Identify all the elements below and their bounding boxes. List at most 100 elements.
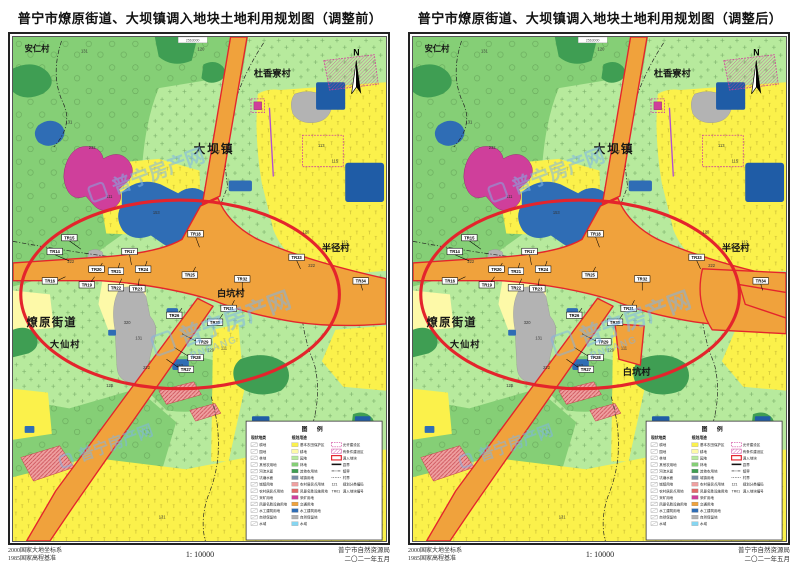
plot-label-TR23: TR23	[528, 278, 545, 292]
svg-text:TR17: TR17	[124, 249, 135, 254]
plot-label-TR26: TR26	[565, 307, 582, 319]
legend-item: 交通用地	[300, 501, 314, 506]
svg-text:TR14: TR14	[49, 249, 60, 254]
svg-text:TR30: TR30	[609, 319, 620, 324]
land-code: 131	[135, 335, 143, 340]
legend-item: 交通用地	[700, 501, 714, 506]
legend-item: 基本农田保护区	[300, 442, 325, 447]
legend-item: 林地	[659, 455, 666, 460]
legend-item: 自然保留地	[259, 514, 277, 519]
plot-label-TR20: TR20	[487, 262, 505, 273]
plot-label-TR27: TR27	[565, 358, 594, 373]
svg-text:TR31: TR31	[623, 306, 634, 311]
svg-text:TR28: TR28	[590, 355, 601, 360]
svg-text:TR26: TR26	[569, 312, 580, 317]
legend-item: 村界	[342, 475, 349, 480]
plot-label-TR34: TR34	[752, 276, 769, 291]
legend-item: 采矿用地	[300, 494, 314, 499]
legend-item: 水工建筑用地	[700, 507, 721, 512]
legend-item: 其他农用地	[659, 461, 677, 466]
village-label: 大坝镇	[593, 141, 634, 155]
map-footer-after: 2000国家大地坐标系 1985国家高程基准 1: 10000 普宁市自然资源局二…	[408, 547, 790, 565]
boundary-lines	[12, 40, 318, 541]
legend-item: 风景名胜设施用地	[259, 501, 287, 506]
legend-item: 水域	[300, 521, 307, 526]
scale-label: 1: 10000	[185, 550, 215, 559]
land-code: 113	[718, 143, 725, 148]
land-code: 153	[576, 363, 584, 368]
village-label: 白坑村	[622, 365, 650, 377]
map-frame-after: 2563000 N 图 例现状地类 规划用途 耕地 园地 林地 其他农用地 河流水面 坑塘水面…	[408, 32, 790, 545]
legend-item: 园地	[259, 448, 266, 453]
legend-item: 规划分类编码	[742, 481, 763, 486]
rural-construction-zones	[419, 381, 621, 481]
agency-note: 普宁市自然资源局 二〇二一年五月	[338, 547, 390, 563]
svg-text:TR25: TR25	[584, 272, 595, 277]
plot-label-TR25: TR25	[181, 266, 198, 278]
legend-item: 镇界	[342, 468, 349, 473]
forest-zones	[12, 36, 374, 434]
plot-label-TR17: TR17	[521, 247, 538, 265]
plot-label-TR19: TR19	[78, 276, 95, 288]
legend-item: 园地	[300, 455, 307, 460]
plot-label-TR22: TR22	[107, 278, 124, 291]
land-code: 120	[506, 382, 514, 387]
datum-note: 2000国家大地坐标系 1985国家高程基准	[408, 548, 463, 563]
plot-label-TR28: TR28	[573, 346, 604, 361]
land-code: 111	[506, 194, 513, 199]
zoning-outlines	[650, 53, 779, 177]
svg-text:TR19: TR19	[81, 282, 92, 287]
legend-item: 自然保留地	[300, 514, 318, 519]
legend-item: 水工建筑用地	[659, 507, 680, 512]
legend-item: 林地	[259, 455, 266, 460]
svg-text:121: 121	[331, 482, 337, 486]
svg-text:TR32: TR32	[637, 276, 648, 281]
village-label: 半径村	[721, 242, 749, 254]
plot-label-TR16: TR16	[41, 275, 66, 284]
legend-item: 采矿用地	[259, 494, 273, 499]
legend-item: 林地	[700, 461, 707, 466]
land-code: 222	[213, 148, 221, 153]
svg-text:TR29: TR29	[598, 339, 609, 344]
road-network	[12, 36, 386, 541]
legend-item: 农村居民点用地	[700, 481, 725, 486]
land-code: 222	[708, 262, 716, 267]
village-label: 白坑村	[216, 287, 244, 299]
legend-item: 自然保留地	[700, 514, 718, 519]
svg-text:TR31: TR31	[223, 306, 234, 311]
plot-label-TR33: TR33	[688, 253, 705, 269]
plot-label-TR14: TR14	[46, 247, 69, 261]
svg-text:TR19: TR19	[481, 282, 492, 287]
land-code: 115	[331, 158, 338, 163]
plot-label-TR28: TR28	[173, 346, 204, 361]
plot-label-TR32: TR32	[633, 274, 650, 290]
land-code: 131	[465, 119, 473, 124]
svg-text:TR32: TR32	[237, 276, 248, 281]
map-footer-before: 2000国家大地坐标系 1985国家高程基准 1: 10000 普宁市自然资源局二…	[8, 547, 390, 565]
forest-zones	[412, 36, 774, 434]
plot-label-TR32: TR32	[233, 274, 250, 290]
land-code: 112	[341, 239, 348, 244]
scale-label: 1: 10000	[585, 550, 615, 559]
map-title-before: 普宁市燎原街道、大坝镇调入地块土地利用规划图（调整前）	[17, 11, 383, 26]
plot-label-TR26: TR26	[165, 307, 182, 319]
legend-item: 县界	[742, 461, 749, 466]
legend-item: 水工建筑用地	[259, 507, 280, 512]
land-code: 320	[123, 319, 131, 324]
panel-after: 普宁市燎原街道、大坝镇调入地块土地利用规划图（调整后）	[400, 0, 800, 573]
legend-item: 坑塘水面	[659, 475, 673, 480]
svg-text:TR18: TR18	[590, 231, 601, 236]
svg-text:TR29: TR29	[198, 339, 209, 344]
legend-item: 采矿用地	[700, 494, 714, 499]
legend-item: 风景名胜设施用地	[700, 488, 728, 493]
plot-label-TR31: TR31	[220, 299, 237, 312]
land-code: 131	[80, 48, 88, 53]
land-code: 115	[731, 158, 738, 163]
legend-item: 基本农田保护区	[700, 442, 725, 447]
land-code: 129	[207, 347, 215, 352]
svg-text:TR16: TR16	[444, 278, 455, 283]
legend-item: 风景名胜设施用地	[659, 501, 687, 506]
land-code: 120	[197, 46, 205, 51]
